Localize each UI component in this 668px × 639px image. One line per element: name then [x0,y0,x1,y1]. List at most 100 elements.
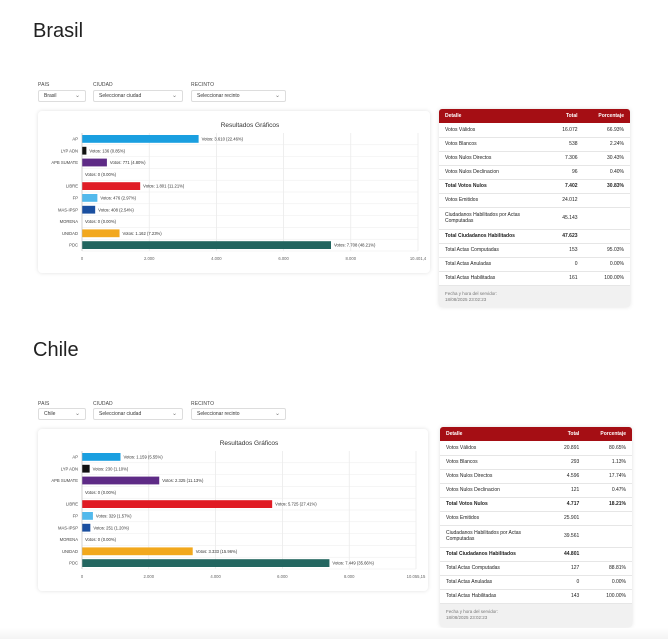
bar-value-label: Votos: 408 (2.54%) [98,207,134,212]
category-label: APB SUMATE [51,478,78,483]
stats-row: Ciudadanos Habilitados por Actas Computa… [439,207,630,230]
stats-cell-detalle: Total Actas Habilitadas [439,271,550,286]
stats-cell-detalle: Total Actas Computadas [440,561,552,576]
pais-select[interactable]: Chile ⌄ [38,408,86,420]
chevron-down-icon: ⌄ [274,93,280,99]
ciudad-select[interactable]: Seleccionar ciudad ⌄ [93,90,183,102]
chevron-down-icon: ⌄ [74,93,80,99]
results-chart-card: Resultados Gráficos 0 2.000 4.000 6.000 8.000… [38,429,428,591]
stats-row: Total Ciudadanos Habilitados 44.801 [440,547,632,562]
stats-cell-detalle: Votos Nulos Declinacion [439,165,550,180]
stats-cell-detalle: Total Actas Habilitadas [440,589,552,604]
bar-value-label: Votos: 476 (2.97%) [100,196,136,201]
stats-row: Total Actas Computadas 153 95.03% [439,243,630,258]
stats-cell-porcentaje: 0.00% [585,575,632,590]
category-label: MORENA [60,219,79,224]
category-label: LYP ADN [61,148,78,153]
stats-cell-detalle: Votos Blancos [439,137,550,152]
stats-cell-total: 16.072 [549,123,584,138]
chart-title: Resultados Gráficos [220,440,279,447]
stats-cell-total: 153 [549,243,584,258]
stats-row: Total Actas Computadas 127 88.81% [440,561,632,576]
bar-value-label: Votos: 5.725 (27.41%) [275,502,317,507]
category-label: FP [73,514,79,519]
chart-title: Resultados Gráficos [221,122,280,129]
header-detalle: Detalle [440,427,552,441]
stats-cell-porcentaje: 30.43% [583,151,630,166]
stats-row: Votos Nulos Directos 7.306 30.43% [439,151,630,166]
bar [82,559,330,567]
category-label: PDC [69,243,78,248]
category-label: LYP ADN [61,466,78,471]
stats-row: Votos Válidos 20.891 80.65% [440,441,632,456]
server-time-value: 18/08/2025 23:02:23 [446,614,488,620]
country-section-brasil: Brasil PAIS Brasil ⌄ CIUDAD Seleccionar … [33,20,630,307]
stats-cell-porcentaje: 100.00% [583,271,630,286]
pais-label: PAIS [38,82,50,88]
stats-cell-porcentaje [583,193,630,208]
stats-cell-total: 4.717 [551,497,586,512]
recinto-select[interactable]: Seleccionar recinto ⌄ [191,408,286,420]
bar-value-label: Votos: 1.159 (5.55%) [123,455,163,460]
recinto-select-value: Seleccionar recinto [197,93,240,99]
pais-select-value: Brasil [44,93,57,99]
stats-cell-detalle: Total Votos Nulos [439,179,550,194]
x-tick-label: 2.000 [144,256,155,261]
bar-value-label: Votos: 230 (1.10%) [93,466,129,471]
stats-row: Votos Emitidos 24.012 [439,193,630,208]
stats-cell-total: 39.561 [551,525,586,548]
stats-row: Votos Válidos 16.072 66.93% [439,123,630,138]
chevron-down-icon: ⌄ [171,411,177,417]
stats-cell-total: 25.901 [551,511,586,526]
stats-cell-porcentaje: 1.13% [585,455,632,470]
ciudad-label: CIUDAD [93,401,113,407]
bar-value-label: Votos: 0 (0.00%) [85,490,117,495]
bar-value-label: Votos: 251 (1.20%) [93,525,129,530]
bar-value-label: Votos: 3.333 (15.96%) [196,549,238,554]
stats-cell-porcentaje: 17.74% [585,469,632,484]
bar-value-label: Votos: 0 (0.00%) [85,537,117,542]
x-tick-label: 10.401,4 [410,256,427,261]
stats-cell-porcentaje: 0.47% [585,483,632,498]
country-title: Brasil [33,20,84,42]
stats-cell-detalle: Total Ciudadanos Habilitados [439,229,550,244]
chevron-down-icon: ⌄ [274,411,280,417]
stats-cell-detalle: Votos Nulos Directos [440,469,552,484]
x-tick-label: 8.000 [344,574,355,579]
server-time-note: Fecha y hora del servidor: 18/08/2025 23… [440,604,632,621]
stats-row: Total Votos Nulos 4.717 18.21% [440,497,632,512]
pais-select[interactable]: Brasil ⌄ [38,90,86,102]
stats-row: Votos Nulos Directos 4.596 17.74% [440,469,632,484]
bar [82,547,193,556]
server-time-label: Fecha y hora del servidor: [445,290,498,296]
category-label: MAS-IPSP [58,525,78,530]
stats-table: Detalle Total Porcentaje Votos Válidos 20… [440,427,632,604]
bar [82,241,331,249]
stats-cell-porcentaje [585,547,632,562]
bar [82,512,93,520]
bar-value-label: Votos: 1.162 (7.23%) [123,231,163,236]
category-label: AP [72,137,78,142]
ciudad-label: CIUDAD [93,82,113,88]
results-bar-chart: Resultados Gráficos 0 2.000 4.000 6.000 8.000… [51,440,426,579]
bar [82,464,90,473]
bar [82,476,160,485]
x-tick-label: 6.000 [278,256,289,261]
stats-cell-porcentaje [585,511,632,526]
recinto-label: RECINTO [191,82,215,88]
x-tick-label: 10.055,15 [407,574,426,579]
bar-value-label: Votos: 7.449 (35.66%) [332,561,374,566]
stats-cell-porcentaje: 95.03% [583,243,630,258]
category-label: PDC [69,561,78,566]
x-tick-label: 6.000 [277,574,288,579]
stats-row: Votos Blancos 293 1.13% [440,455,632,470]
recinto-select-value: Seleccionar recinto [197,411,240,417]
recinto-select[interactable]: Seleccionar recinto ⌄ [191,90,286,102]
header-detalle: Detalle [439,109,550,123]
stats-cell-porcentaje: 0.40% [583,165,630,180]
bar-value-label: Votos: 7.708 (48.21%) [334,243,376,248]
country-section-chile: Chile PAIS Chile ⌄ CIUDAD Seleccionar ci… [0,320,668,630]
stats-cell-porcentaje: 30.83% [583,179,630,194]
ciudad-select[interactable]: Seleccionar ciudad ⌄ [93,408,183,420]
server-time-label: Fecha y hora del servidor: [446,608,499,614]
